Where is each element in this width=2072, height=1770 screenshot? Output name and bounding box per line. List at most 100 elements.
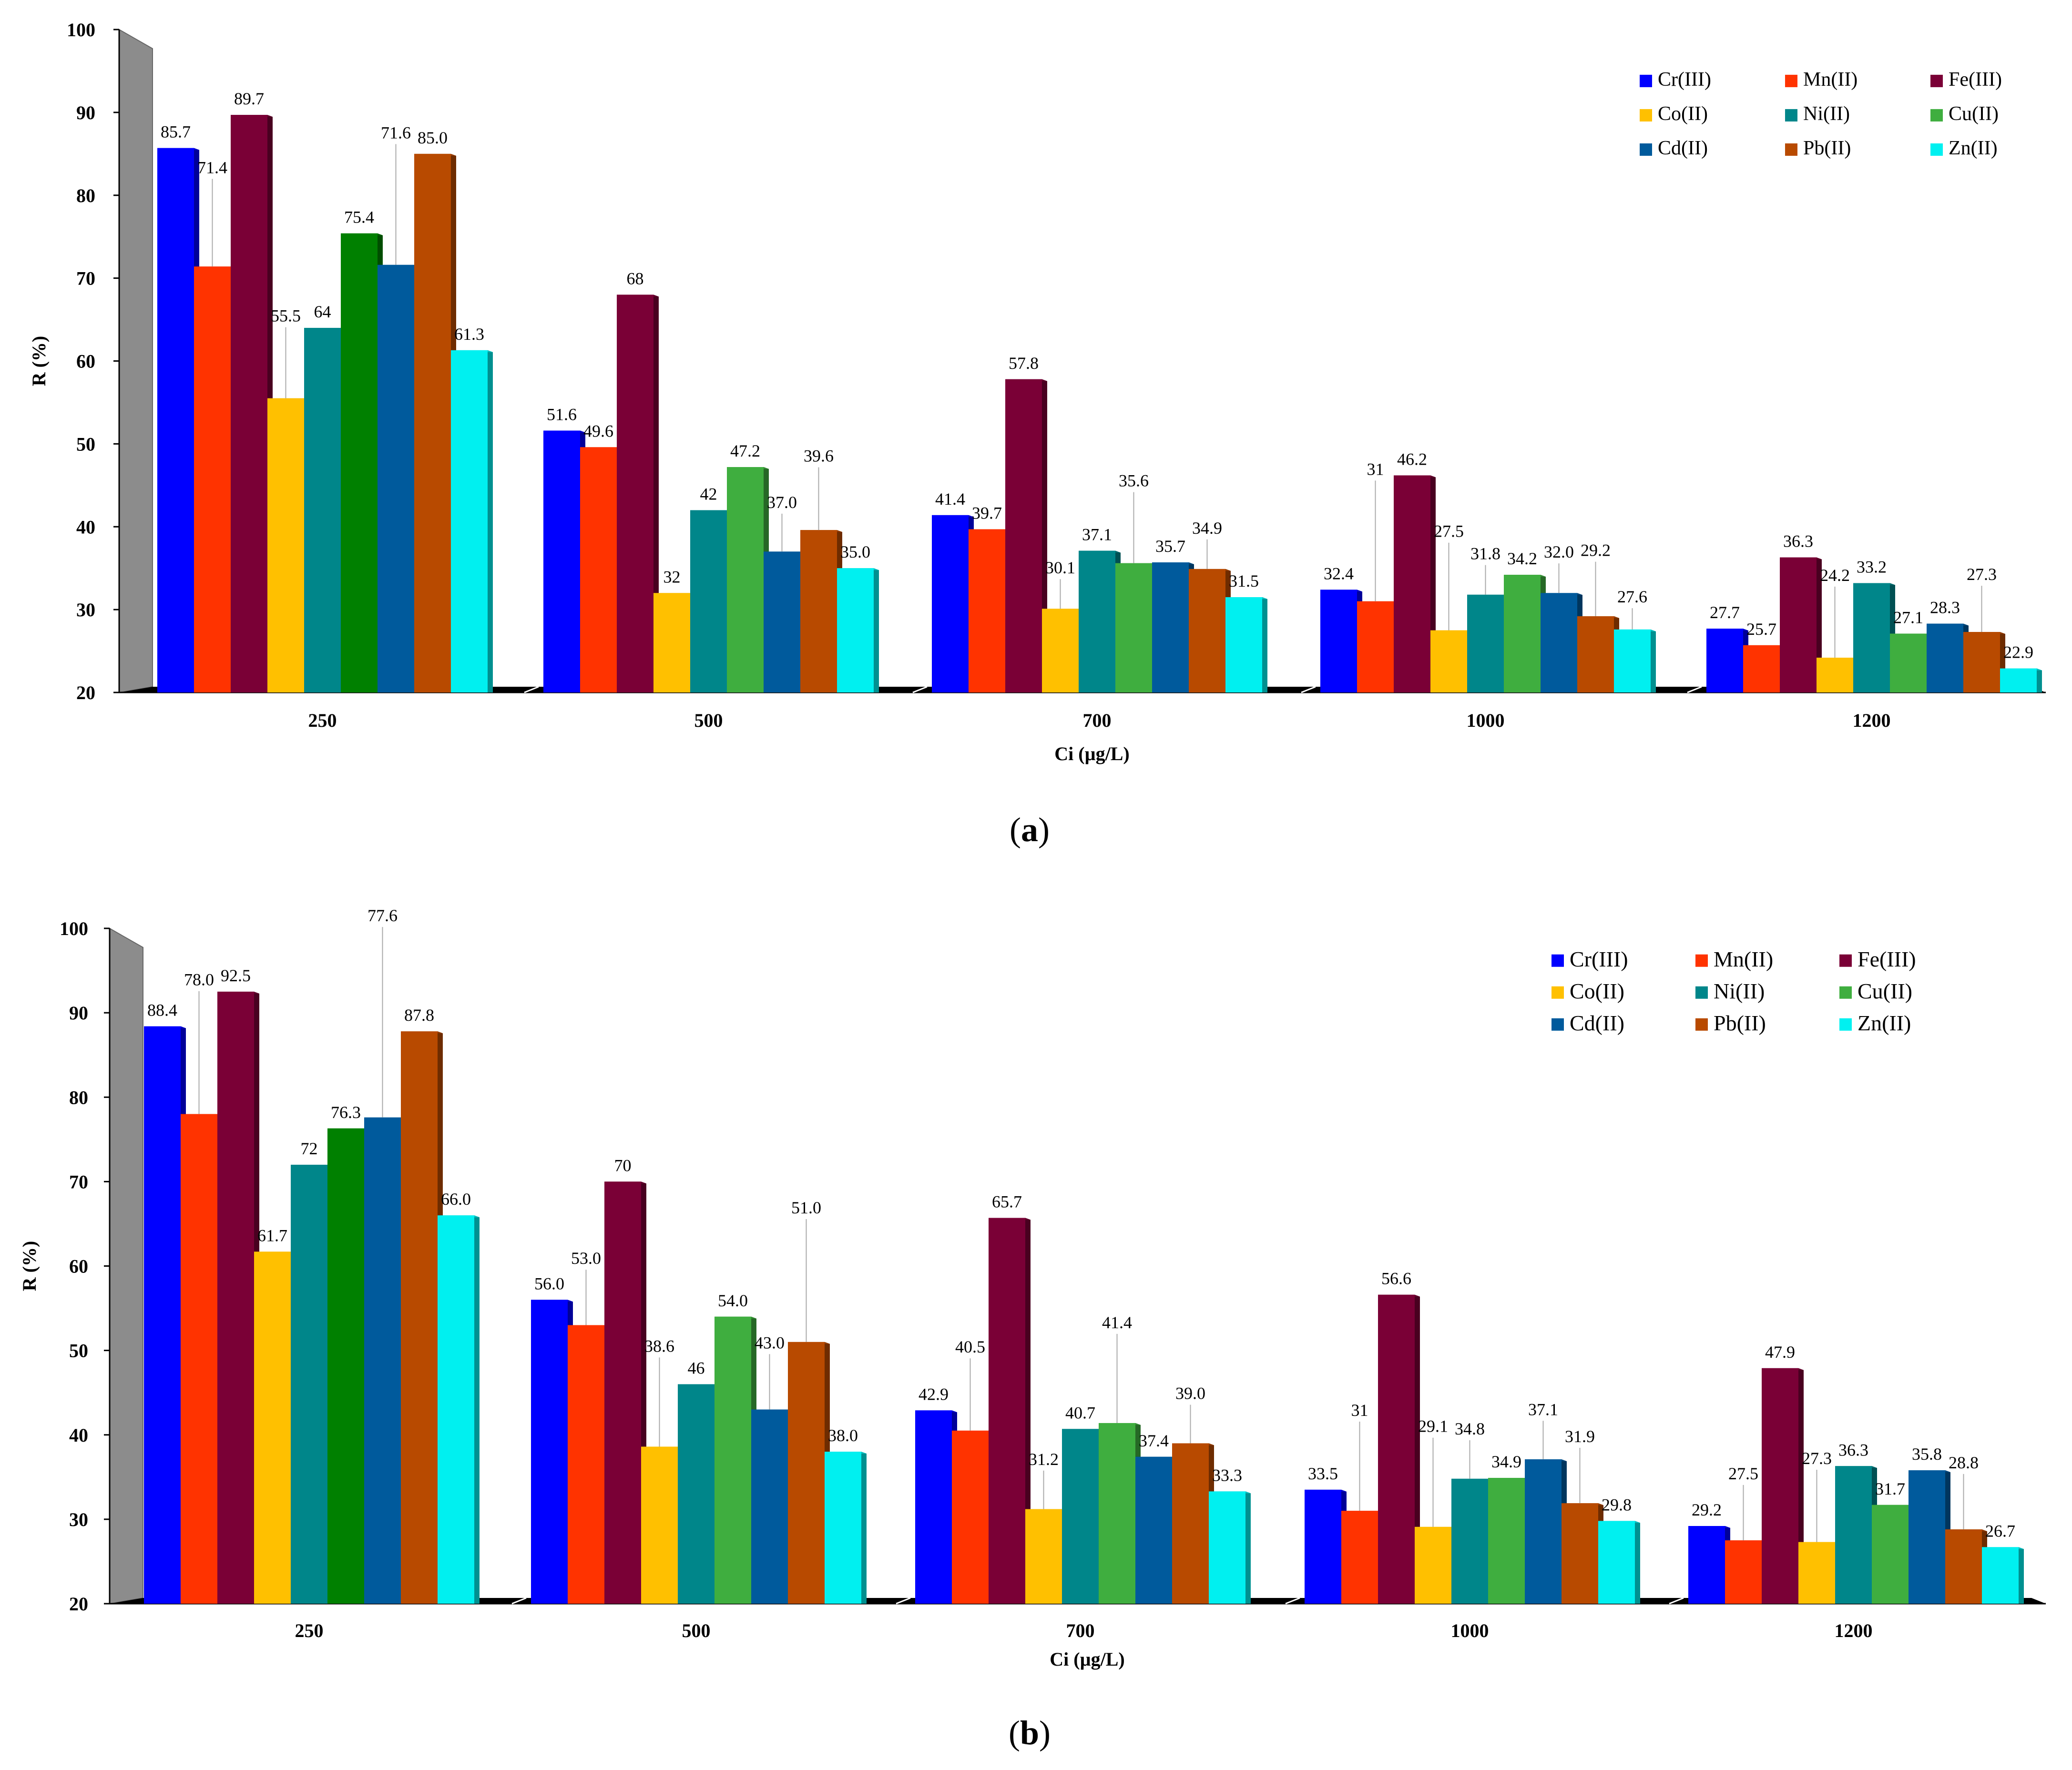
data-label-fe-iii-500: 70 — [614, 1156, 632, 1175]
data-label-cr-iii-250: 88.4 — [147, 1000, 177, 1019]
data-label-ni-ii-700: 40.7 — [1065, 1403, 1095, 1422]
bar-zn-ii-250 — [451, 350, 488, 692]
category-separator — [1285, 1597, 1300, 1605]
series-zn-ii: 61.3 35.0 31.5 27.6 22.9 — [451, 325, 2042, 692]
bar-side-zn-ii-1000 — [1635, 1521, 1640, 1604]
data-label-zn-ii-1000: 29.8 — [1602, 1495, 1632, 1514]
data-label-co-ii-250: 55.5 — [271, 306, 301, 326]
data-label-fe-iii-700: 65.7 — [992, 1192, 1022, 1211]
data-label-cr-iii-1000: 33.5 — [1308, 1464, 1338, 1483]
y-tick-label: 50 — [69, 1340, 88, 1362]
bar-ni-ii-250 — [304, 327, 341, 692]
bar-zn-ii-1000 — [1614, 629, 1651, 692]
y-tick-label: 40 — [76, 516, 95, 538]
bar-cr-iii-1000 — [1305, 1489, 1341, 1604]
data-label-cu-ii-500: 54.0 — [718, 1291, 748, 1310]
legend-swatch-ni-ii — [1785, 109, 1797, 122]
bar-mn-ii-1200 — [1743, 645, 1780, 692]
data-label-fe-iii-500: 68 — [627, 269, 644, 288]
data-label-cd-ii-1000: 32.0 — [1544, 542, 1574, 561]
bar-ni-ii-500 — [690, 510, 727, 692]
y-tick-label: 60 — [69, 1256, 88, 1277]
bar-co-ii-700 — [1042, 609, 1079, 692]
data-label-cd-ii-250: 77.6 — [367, 906, 398, 925]
bar-cr-iii-1000 — [1320, 590, 1357, 692]
data-label-mn-ii-250: 78.0 — [184, 970, 214, 989]
data-label-cd-ii-1000: 37.1 — [1528, 1400, 1558, 1419]
bar-ni-ii-500 — [678, 1384, 714, 1604]
bar-side-zn-ii-500 — [861, 1452, 867, 1604]
bar-cd-ii-250 — [364, 1117, 401, 1604]
bar-pb-ii-250 — [401, 1031, 438, 1604]
legend: Cr(III) Mn(II) Fe(III) Co(II) Ni(II) Cu(II) Cd… — [1551, 947, 1916, 1035]
legend-swatch-cu-ii — [1839, 986, 1852, 999]
bar-mn-ii-500 — [568, 1325, 604, 1604]
data-label-pb-ii-1000: 31.9 — [1565, 1427, 1595, 1446]
category-separator — [1301, 686, 1316, 693]
bar-fe-iii-250 — [217, 991, 254, 1604]
x-tick-label-700: 700 — [1083, 710, 1112, 731]
data-label-ni-ii-1200: 36.3 — [1838, 1440, 1868, 1459]
x-tick-label-1200: 1200 — [1835, 1620, 1873, 1641]
data-label-zn-ii-1200: 26.7 — [1985, 1521, 2015, 1540]
y-tick-label: 100 — [67, 19, 95, 41]
bar-fe-iii-1000 — [1394, 475, 1430, 692]
data-label-cd-ii-250: 71.6 — [381, 123, 411, 142]
legend-label-zn-ii: Zn(II) — [1949, 137, 1998, 159]
data-label-ni-ii-700: 37.1 — [1082, 525, 1112, 544]
data-label-cr-iii-1000: 32.4 — [1324, 564, 1354, 583]
x-tick-label-1000: 1000 — [1451, 1620, 1489, 1641]
legend-swatch-zn-ii — [1839, 1018, 1852, 1031]
legend-label-mn-ii: Mn(II) — [1714, 947, 1773, 971]
legend-label-mn-ii: Mn(II) — [1803, 69, 1858, 91]
legend-swatch-fe-iii — [1930, 74, 1943, 87]
data-label-fe-iii-1000: 56.6 — [1381, 1269, 1411, 1288]
bar-side-zn-ii-1000 — [1651, 629, 1656, 692]
series-fe-iii: 92.5 70 65.7 56.6 47.9 — [217, 966, 1804, 1604]
bar-side-fe-iii-1000 — [1415, 1294, 1420, 1604]
series-pb-ii: 87.8 51.0 39.0 31.9 28.8 — [401, 1006, 1987, 1604]
data-label-zn-ii-700: 31.5 — [1229, 571, 1259, 590]
bar-fe-iii-1200 — [1780, 557, 1817, 692]
legend-label-cr-iii: Cr(III) — [1570, 947, 1628, 971]
data-label-co-ii-1200: 27.3 — [1802, 1449, 1832, 1468]
data-label-zn-ii-1000: 27.6 — [1617, 587, 1647, 606]
bar-cu-ii-250 — [327, 1128, 364, 1604]
data-label-mn-ii-1200: 25.7 — [1746, 620, 1776, 639]
data-label-ni-ii-1000: 31.8 — [1470, 544, 1500, 563]
bar-zn-ii-500 — [825, 1452, 861, 1604]
data-label-fe-iii-700: 57.8 — [1009, 354, 1039, 373]
legend-label-fe-iii: Fe(III) — [1858, 947, 1916, 971]
data-label-mn-ii-250: 71.4 — [197, 158, 227, 177]
bar-fe-iii-1000 — [1378, 1294, 1415, 1604]
bar-mn-ii-500 — [580, 447, 617, 692]
bar-co-ii-1200 — [1798, 1542, 1835, 1604]
y-tick-label: 70 — [76, 268, 95, 289]
bar-fe-iii-250 — [231, 115, 267, 692]
bar-cd-ii-1000 — [1525, 1459, 1562, 1604]
y-tick-label: 100 — [60, 918, 88, 939]
data-label-mn-ii-500: 53.0 — [571, 1249, 601, 1268]
legend-swatch-cr-iii — [1640, 74, 1652, 87]
data-label-zn-ii-250: 61.3 — [454, 325, 484, 344]
x-tick-label-250: 250 — [308, 710, 337, 731]
data-label-cd-ii-1200: 28.3 — [1930, 598, 1960, 617]
legend-swatch-fe-iii — [1839, 954, 1852, 967]
bar-side-zn-ii-250 — [488, 350, 493, 692]
data-label-cr-iii-500: 51.6 — [547, 405, 577, 424]
data-label-zn-ii-700: 33.3 — [1212, 1465, 1242, 1485]
category-separator — [912, 686, 928, 693]
legend-swatch-pb-ii — [1785, 143, 1797, 156]
data-label-cu-ii-1200: 27.1 — [1893, 608, 1923, 627]
bar-mn-ii-700 — [952, 1430, 989, 1604]
y-tick-label: 80 — [69, 1087, 88, 1108]
bar-cd-ii-1000 — [1541, 593, 1577, 692]
legend-swatch-mn-ii — [1785, 74, 1797, 87]
y-tick-label: 80 — [76, 185, 95, 206]
x-tick-label-700: 700 — [1066, 1620, 1095, 1641]
y-tick-label: 30 — [76, 599, 95, 621]
data-label-pb-ii-500: 39.6 — [804, 446, 834, 465]
data-label-co-ii-500: 32 — [663, 567, 681, 586]
legend-swatch-co-ii — [1551, 986, 1564, 999]
